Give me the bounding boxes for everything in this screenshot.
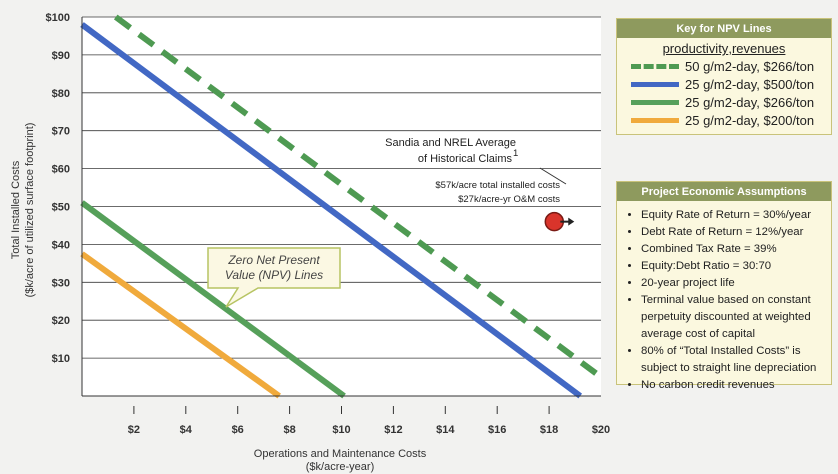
y-axis-units: ($k/acre of utilized surface footprint) (24, 123, 36, 298)
key-label: 25 g/m2-day, $266/ton (685, 94, 815, 110)
key-item: 50 g/m2-day, $266/ton (617, 57, 831, 75)
y-tick-label: $40 (52, 239, 70, 251)
key-subtitle-productivity: productivity (662, 41, 729, 56)
y-axis-title: Total Installed Costs (10, 160, 22, 259)
assumptions-panel-title: Project Economic Assumptions (617, 182, 831, 201)
key-subtitle-separator: , (728, 41, 732, 56)
average-detail-line-1: $57k/acre total installed costs (435, 180, 560, 191)
key-swatch (631, 99, 679, 105)
average-leader-line (539, 167, 567, 185)
key-label: 25 g/m2-day, $200/ton (685, 112, 815, 128)
assumptions-list: Equity Rate of Return = 30%/yearDebt Rat… (617, 207, 831, 394)
x-tick-label: $12 (384, 424, 402, 436)
key-swatch (631, 117, 679, 123)
assumption-item: Equity:Debt Ratio = 30:70 (641, 258, 827, 275)
y-tick-label: $30 (52, 277, 70, 289)
callout-line-2: Value (NPV) Lines (225, 268, 323, 282)
key-swatch (631, 63, 679, 69)
key-label: 25 g/m2-day, $500/ton (685, 76, 815, 92)
assumption-item: 20-year project life (641, 275, 827, 292)
x-tick-label: $18 (540, 424, 558, 436)
assumption-item: Equity Rate of Return = 30%/year (641, 207, 827, 224)
zero-npv-callout (207, 247, 341, 308)
callout-line-1: Zero Net Present (227, 253, 320, 267)
key-subtitle: productivity, revenues (617, 41, 831, 56)
key-item: 25 g/m2-day, $266/ton (617, 93, 831, 111)
series-line-3 (80, 200, 346, 399)
x-tick-label: $20 (592, 424, 610, 436)
x-axis-title: Operations and Maintenance Costs (254, 448, 427, 460)
x-tick-label: $6 (232, 424, 244, 436)
series-lines (80, 14, 603, 399)
average-detail-line-2: $27k/acre-yr O&M costs (458, 194, 560, 205)
y-tick-label: $80 (52, 88, 70, 100)
key-item: 25 g/m2-day, $500/ton (617, 75, 831, 93)
assumption-item: Combined Tax Rate = 39% (641, 241, 827, 258)
assumption-item: Debt Rate of Return = 12%/year (641, 224, 827, 241)
x-tick-label: $10 (332, 424, 350, 436)
y-tick-label: $50 (52, 202, 70, 214)
x-tick-label: $8 (283, 424, 295, 436)
series-line-2 (80, 22, 583, 399)
average-point-group (544, 211, 575, 232)
average-title-line-1: Sandia and NREL Average (385, 137, 516, 149)
x-axis-units: ($k/acre-year) (306, 461, 374, 473)
y-tick-label: $100 (46, 12, 70, 24)
key-swatch (631, 81, 679, 87)
y-tick-label: $10 (52, 353, 70, 365)
assumption-item: 80% of “Total Installed Costs” is subjec… (641, 343, 827, 377)
npv-key-panel: Key for NPV Lines productivity, revenues… (616, 18, 832, 135)
average-superscript: 1 (513, 148, 518, 159)
series-line-1 (113, 14, 603, 380)
series-line-4 (80, 251, 281, 399)
y-tick-label: $60 (52, 164, 70, 176)
key-list: 50 g/m2-day, $266/ton 25 g/m2-day, $500/t… (617, 57, 831, 129)
assumption-item: Terminal value based on constant perpetu… (641, 292, 827, 343)
y-tick-label: $70 (52, 126, 70, 138)
assumption-item: No carbon credit revenues (641, 377, 827, 394)
arrow-head-icon (568, 217, 575, 226)
x-tick-label: $4 (180, 424, 193, 436)
key-item: 25 g/m2-day, $200/ton (617, 111, 831, 129)
assumptions-panel: Project Economic Assumptions Equity Rate… (616, 181, 832, 391)
y-tick-label: $20 (52, 315, 70, 327)
x-tick-label: $2 (128, 424, 140, 436)
y-tick-label: $90 (52, 50, 70, 62)
average-title-line-2: of Historical Claims (418, 153, 513, 165)
key-label: 50 g/m2-day, $266/ton (685, 58, 815, 74)
x-tick-label: $14 (436, 424, 455, 436)
key-subtitle-revenues: revenues (731, 41, 786, 56)
x-tick-label: $16 (488, 424, 506, 436)
axis-ticks: $10 $20 $30 $40 $50 $60 $70 $80 $90 $100 $2 $4 $6 $8 $… (46, 12, 611, 436)
key-panel-title: Key for NPV Lines (617, 19, 831, 38)
